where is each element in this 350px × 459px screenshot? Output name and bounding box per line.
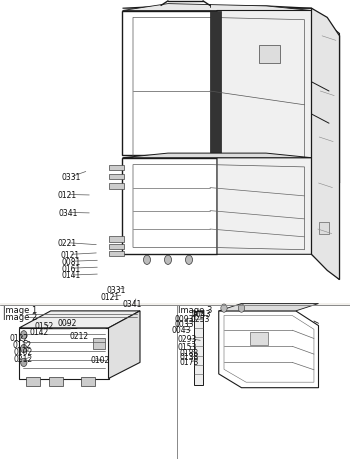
Circle shape [221, 304, 227, 313]
Polygon shape [108, 244, 124, 250]
Text: 0293: 0293 [178, 334, 197, 343]
Text: 0112: 0112 [13, 340, 32, 349]
Text: 0341: 0341 [122, 300, 142, 309]
Text: 0161: 0161 [61, 264, 80, 273]
Polygon shape [194, 311, 203, 386]
Polygon shape [122, 154, 312, 158]
Text: 0331: 0331 [107, 285, 126, 294]
Bar [259, 46, 280, 64]
Text: Image 1: Image 1 [3, 305, 37, 314]
Text: 0043: 0043 [172, 325, 191, 334]
Polygon shape [108, 311, 140, 379]
Text: 0121: 0121 [58, 190, 77, 200]
Text: 0253: 0253 [191, 314, 210, 323]
Bar [177, 305, 350, 459]
Polygon shape [108, 165, 124, 171]
Circle shape [21, 345, 27, 353]
Polygon shape [122, 5, 312, 11]
Circle shape [21, 331, 27, 339]
Polygon shape [108, 237, 124, 242]
Polygon shape [219, 304, 318, 311]
Bar [0, 305, 177, 459]
Text: 0221: 0221 [58, 239, 77, 248]
Polygon shape [19, 328, 108, 379]
Text: 0331: 0331 [61, 172, 80, 181]
Polygon shape [93, 339, 105, 349]
Text: 0341: 0341 [59, 208, 78, 218]
Bar [0, 0, 350, 303]
Polygon shape [19, 311, 140, 328]
Polygon shape [108, 251, 124, 257]
Text: 0121: 0121 [101, 292, 120, 302]
Polygon shape [122, 11, 217, 156]
Polygon shape [219, 311, 318, 388]
Bar [250, 332, 268, 346]
Polygon shape [108, 174, 124, 180]
Circle shape [238, 304, 245, 313]
Text: 0141: 0141 [61, 271, 80, 280]
Text: Image 2: Image 2 [3, 312, 37, 321]
Circle shape [164, 256, 172, 265]
Text: 0081: 0081 [61, 257, 80, 266]
Polygon shape [312, 9, 340, 280]
Polygon shape [80, 377, 94, 386]
Polygon shape [49, 377, 63, 386]
Text: 0212: 0212 [14, 354, 33, 364]
Polygon shape [210, 11, 220, 156]
Polygon shape [122, 158, 217, 255]
Polygon shape [108, 184, 124, 189]
Polygon shape [217, 158, 340, 280]
Text: 0142: 0142 [29, 327, 48, 336]
Circle shape [144, 256, 150, 265]
Circle shape [186, 256, 192, 265]
Circle shape [21, 358, 27, 367]
Text: 0133: 0133 [180, 353, 199, 362]
Text: 0121: 0121 [60, 250, 79, 259]
Polygon shape [26, 377, 40, 386]
Text: 0092: 0092 [57, 319, 76, 328]
Text: 0102: 0102 [14, 347, 33, 356]
Text: 0122: 0122 [9, 333, 28, 342]
Text: 0033: 0033 [174, 319, 194, 328]
Bar [318, 223, 329, 234]
Polygon shape [122, 7, 312, 9]
Text: Image 3: Image 3 [178, 305, 213, 314]
Text: 0043: 0043 [192, 309, 211, 318]
Polygon shape [217, 9, 340, 184]
Polygon shape [217, 11, 340, 184]
Text: 0093: 0093 [174, 314, 194, 323]
Text: 0183: 0183 [180, 348, 199, 357]
Text: 0153: 0153 [178, 342, 197, 352]
Text: 0173: 0173 [180, 357, 199, 366]
Text: 0212: 0212 [69, 331, 89, 341]
Text: 0102: 0102 [90, 355, 110, 364]
Text: 0152: 0152 [34, 321, 54, 330]
